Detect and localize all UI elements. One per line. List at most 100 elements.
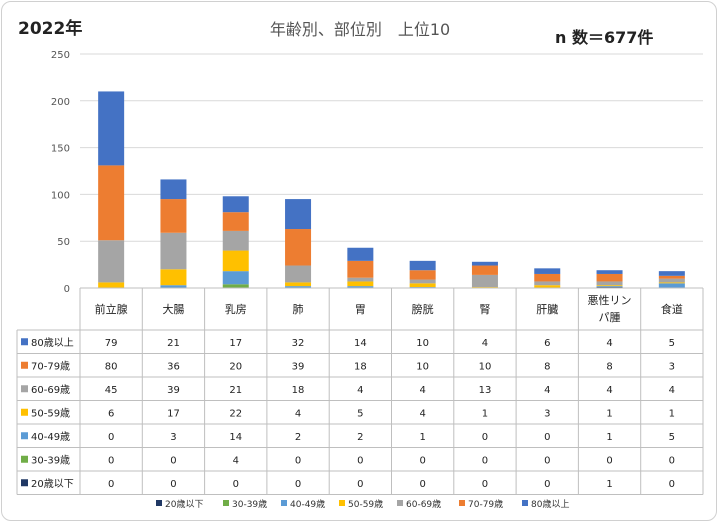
row-label: 60-69歳 [31,384,70,396]
table-cell: 17 [229,338,242,349]
table-cell: 0 [544,479,550,490]
table-cell: 4 [233,455,239,466]
bar-segment-3-2 [285,286,312,288]
table-cell: 8 [544,361,550,372]
table-cell: 4 [669,385,675,396]
table-cell: 3 [170,432,176,443]
legend-key [281,500,287,506]
bar-segment-9-2 [658,283,685,288]
category-label: 前立腺 [95,302,128,316]
table-cell: 6 [108,408,114,419]
table-cell: 10 [416,361,429,372]
table-cell: 0 [108,479,114,490]
bar-segment-4-3 [347,281,374,287]
table-cell: 4 [606,385,612,396]
bar-segment-6-5 [471,265,498,275]
table-cell: 18 [292,385,305,396]
table-cell: 0 [669,455,675,466]
row-legend-key [21,408,28,416]
bar-segment-2-4 [222,230,249,251]
y-tick-label: 150 [51,144,70,155]
year-label: 2022年 [18,19,83,39]
table-cell: 14 [354,338,367,349]
table-cell: 10 [416,338,429,349]
category-label: 乳房 [225,303,247,316]
row-label: 20歳以下 [31,478,74,490]
row-legend-key [21,455,28,463]
row-label: 40-49歳 [31,431,70,443]
row-legend-key [21,479,28,487]
table-cell: 39 [292,361,305,372]
legend-label: 50-59歳 [348,498,383,510]
bar-segment-2-3 [222,250,249,272]
row-legend-key [21,385,28,393]
table-cell: 14 [229,432,242,443]
bar-segment-3-5 [285,229,312,266]
legend-key [459,500,465,506]
table-cell: 80 [105,361,118,372]
bar-segment-3-6 [285,199,312,230]
row-label: 50-59歳 [31,407,70,419]
bar-segment-7-4 [534,281,561,286]
table-cell: 39 [167,385,180,396]
table-cell: 4 [357,385,363,396]
table-cell: 13 [479,385,492,396]
legend-key [522,500,528,506]
table-cell: 8 [606,361,612,372]
row-label: 70-79歳 [31,360,70,372]
row-label: 30-39歳 [31,454,70,466]
table-cell: 0 [233,479,239,490]
bar-segment-6-4 [471,274,498,288]
bar-segment-9-5 [658,275,685,279]
row-label: 80歳以上 [31,337,74,349]
bar-segment-9-3 [658,282,685,284]
table-cell: 4 [482,338,488,349]
bar-segment-5-6 [409,260,436,271]
table-cell: 4 [295,408,301,419]
table-cell: 0 [419,479,425,490]
bar-segment-7-6 [534,268,561,274]
table-cell: 21 [229,385,242,396]
legend-label: 60-69歳 [406,498,441,510]
bar-segment-8-4 [596,281,623,286]
bar-segment-1-2 [160,285,187,288]
table-cell: 1 [606,432,612,443]
table-cell: 0 [544,432,550,443]
legend-key [397,500,403,506]
bar-segment-0-5 [98,165,125,241]
bar-segment-9-6 [658,271,685,276]
bar-segment-4-6 [347,247,374,261]
table-cell: 0 [357,455,363,466]
table-cell: 4 [419,408,425,419]
table-cell: 0 [357,479,363,490]
legend-label: 30-39歳 [232,498,267,510]
bar-segment-8-2 [596,286,623,288]
table-cell: 0 [108,455,114,466]
bar-segment-1-3 [160,269,187,286]
bar-segment-3-3 [285,282,312,287]
category-label: 膀胱 [412,302,434,316]
table-cell: 0 [606,455,612,466]
y-tick-label: 250 [51,50,70,61]
table-cell: 1 [482,408,488,419]
legend-label: 80歳以上 [531,498,569,510]
table-cell: 4 [419,385,425,396]
bar-segment-2-6 [222,196,249,213]
category-label: 胃 [355,303,366,316]
bar-segment-2-5 [222,212,249,231]
table-cell: 3 [544,408,550,419]
legend-label: 20歳以下 [165,498,203,510]
table-cell: 36 [167,361,180,372]
bar-segment-3-4 [285,265,312,283]
bar-segment-2-2 [222,271,249,285]
bar-segment-6-6 [471,261,498,266]
table-cell: 0 [544,455,550,466]
table-cell: 0 [419,455,425,466]
table-cell: 4 [544,385,550,396]
bar-segment-4-4 [347,277,374,282]
table-cell: 3 [669,361,675,372]
table-cell: 5 [669,338,675,349]
y-tick-label: 50 [57,237,70,248]
bar-segment-1-4 [160,232,187,270]
